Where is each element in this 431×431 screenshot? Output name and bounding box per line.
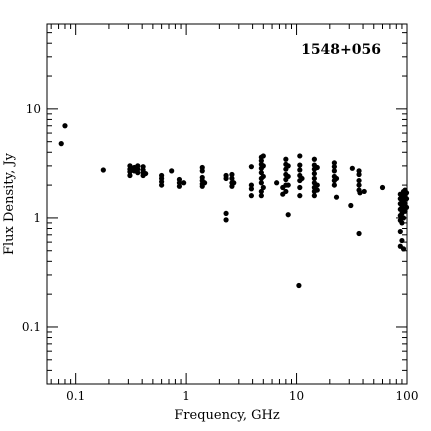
y-axis-tick-labels: 0.1 1 10	[22, 102, 41, 334]
data-point	[127, 172, 133, 179]
data-point	[285, 173, 291, 180]
data-point	[283, 188, 289, 195]
data-point	[311, 193, 317, 199]
data-point	[299, 175, 305, 182]
data-point	[159, 172, 165, 179]
data-point	[397, 228, 403, 235]
data-point	[297, 162, 303, 168]
data-point	[356, 182, 362, 188]
data-point	[399, 237, 405, 244]
x-tick-label: 1	[182, 389, 190, 403]
data-point	[143, 170, 149, 177]
plot-frame	[46, 23, 408, 385]
data-point	[231, 180, 237, 186]
data-point	[349, 165, 355, 171]
data-point	[248, 186, 254, 192]
data-point	[400, 246, 407, 252]
data-point	[403, 204, 410, 210]
data-point	[333, 194, 340, 200]
data-point	[274, 180, 280, 186]
data-point	[356, 171, 362, 178]
x-axis-label: Frequency, GHz	[174, 408, 280, 423]
data-point	[331, 160, 337, 166]
data-point	[356, 230, 362, 237]
data-point	[58, 141, 64, 147]
data-point	[285, 182, 291, 188]
x-axis-ticks	[50, 24, 408, 384]
data-point	[199, 174, 205, 181]
data-point	[379, 184, 386, 191]
x-axis-tick-labels: 0.1 1 10 100	[66, 389, 418, 403]
y-tick-label: 10	[26, 102, 41, 116]
data-point	[140, 164, 146, 170]
data-point	[223, 210, 229, 217]
data-point	[229, 175, 235, 182]
data-point	[260, 184, 266, 191]
y-tick-label: 0.1	[22, 320, 41, 334]
data-point	[181, 180, 187, 186]
data-point	[331, 164, 337, 170]
data-point	[331, 168, 337, 174]
data-point	[314, 164, 320, 171]
data-point	[223, 217, 229, 223]
data-point	[176, 176, 183, 183]
data-point	[297, 184, 303, 191]
data-point	[283, 156, 289, 162]
data-point	[127, 163, 133, 169]
data-point	[356, 168, 362, 174]
data-point	[357, 190, 363, 196]
x-tick-label: 0.1	[66, 389, 85, 403]
data-point	[201, 180, 208, 186]
data-point	[348, 202, 354, 209]
data-point	[361, 188, 367, 195]
data-point	[100, 167, 106, 173]
data-point	[258, 180, 264, 186]
data-point	[311, 170, 317, 177]
y-tick-label: 1	[33, 211, 41, 225]
data-point	[314, 187, 320, 193]
data-point	[296, 282, 302, 289]
data-point	[260, 173, 266, 180]
y-axis-ticks	[47, 23, 407, 385]
data-point	[400, 215, 407, 221]
data-point	[258, 193, 264, 199]
data-point	[403, 190, 410, 196]
data-points	[58, 123, 410, 289]
x-tick-label: 10	[289, 389, 304, 403]
data-point	[311, 175, 317, 182]
data-point	[223, 172, 229, 179]
data-point	[331, 182, 337, 188]
data-point	[399, 220, 405, 226]
data-point	[62, 123, 68, 129]
data-point	[199, 164, 205, 171]
data-point	[297, 167, 303, 173]
data-point	[297, 193, 303, 199]
data-point	[402, 208, 408, 214]
chart-title: 1548+056	[301, 42, 381, 58]
data-point	[311, 156, 317, 162]
data-point	[229, 171, 235, 178]
data-point	[248, 182, 254, 188]
data-point	[297, 153, 303, 159]
data-point	[260, 163, 266, 169]
data-point	[135, 163, 141, 169]
data-point	[169, 168, 175, 174]
data-point	[248, 193, 254, 199]
data-point	[285, 212, 291, 218]
data-point	[333, 175, 340, 182]
y-axis-label: Flux Density, Jy	[2, 152, 17, 255]
data-point	[356, 177, 362, 184]
data-point	[314, 182, 320, 188]
x-tick-label: 100	[396, 389, 419, 403]
data-point	[248, 164, 254, 170]
data-point	[285, 163, 291, 169]
data-point	[258, 188, 264, 195]
data-point	[260, 153, 266, 159]
data-point	[403, 196, 410, 202]
